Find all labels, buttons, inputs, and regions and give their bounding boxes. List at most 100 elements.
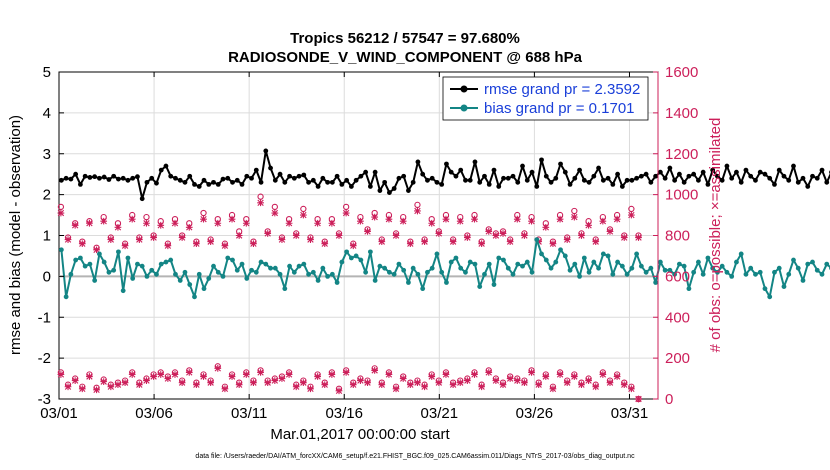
bias-point xyxy=(753,271,758,277)
y-tick-label: -2 xyxy=(38,350,51,367)
obs-assimilated-marker xyxy=(371,367,379,374)
obs-possible-marker xyxy=(200,209,207,217)
rmse-point xyxy=(748,173,754,179)
obs-assimilated-marker xyxy=(200,373,207,380)
bias-point xyxy=(125,255,131,261)
obs-assimilated-marker xyxy=(442,371,450,378)
obs-assimilated-marker xyxy=(635,234,642,241)
rmse-point xyxy=(572,175,578,181)
obs-assimilated-marker xyxy=(164,375,172,382)
obs-assimilated-marker xyxy=(385,371,393,378)
obs-possible-marker xyxy=(342,203,350,211)
obs-assimilated-marker xyxy=(114,381,122,389)
obs-assimilated-marker xyxy=(178,234,186,241)
obs-assimilated-marker xyxy=(214,219,222,227)
rmse-point xyxy=(315,184,321,189)
bias-point xyxy=(348,255,354,261)
rmse-point xyxy=(329,179,335,185)
obs-assimilated-marker xyxy=(421,383,428,391)
y-tick-label: -1 xyxy=(38,309,51,326)
rmse-point xyxy=(800,175,806,181)
bias-point xyxy=(491,282,497,287)
rmse-point xyxy=(287,173,292,179)
rmse-point xyxy=(192,182,197,187)
bias-point xyxy=(477,284,483,289)
rmse-point xyxy=(425,177,430,183)
rmse-point xyxy=(130,175,136,181)
rmse-point xyxy=(439,182,445,187)
obs-assimilated-marker xyxy=(578,232,585,239)
obs-assimilated-marker xyxy=(471,215,478,223)
rmse-point xyxy=(672,177,678,183)
bias-point xyxy=(548,265,554,271)
rmse-point xyxy=(348,184,354,189)
rmse-point xyxy=(676,171,682,177)
obs-assimilated-marker xyxy=(599,217,607,225)
bias-point xyxy=(396,261,402,267)
rmse-point xyxy=(367,184,373,189)
bias-point xyxy=(339,259,345,265)
obs-assimilated-marker xyxy=(456,379,464,387)
y-tick-label: 2 xyxy=(43,187,51,204)
bias-point xyxy=(762,286,768,292)
rmse-point xyxy=(791,163,796,169)
bias-point xyxy=(401,267,407,273)
rmse-point xyxy=(320,175,326,181)
obs-assimilated-marker xyxy=(57,209,65,217)
obs-assimilated-marker xyxy=(563,379,571,387)
obs-assimilated-marker xyxy=(357,377,364,384)
bias-point xyxy=(634,251,640,257)
bias-point xyxy=(515,261,521,267)
rmse-point xyxy=(781,173,787,179)
obs-assimilated-marker xyxy=(478,383,485,391)
obs-assimilated-marker xyxy=(570,373,578,380)
rmse-point xyxy=(63,175,69,181)
rmse-point xyxy=(372,169,378,175)
rmse-point xyxy=(472,159,478,165)
rmse-point xyxy=(795,179,801,185)
obs-possible-marker xyxy=(271,203,278,211)
bias-point xyxy=(567,267,573,273)
bias-point xyxy=(82,263,88,269)
rmse-point xyxy=(496,184,502,189)
rmse-point xyxy=(334,173,340,179)
obs-assimilated-marker xyxy=(150,234,157,241)
rmse-point xyxy=(776,167,782,173)
bias-point xyxy=(586,269,592,275)
bias-point xyxy=(729,273,735,279)
obs-assimilated-marker xyxy=(414,379,421,387)
rmse-point xyxy=(277,171,283,177)
bias-point xyxy=(600,251,606,257)
rmse-point xyxy=(734,169,739,175)
bias-point xyxy=(87,261,93,267)
rmse-point xyxy=(772,182,777,187)
obs-assimilated-marker xyxy=(513,215,521,223)
bias-point xyxy=(92,278,98,283)
obs-assimilated-marker xyxy=(292,383,300,391)
obs-possible-marker xyxy=(571,207,578,215)
rmse-point xyxy=(724,163,730,169)
obs-assimilated-marker xyxy=(128,215,136,223)
rmse-point xyxy=(615,171,620,177)
bias-point xyxy=(387,269,392,275)
obs-possible-marker xyxy=(414,201,421,208)
bias-point xyxy=(106,269,112,275)
y2-axis-label: # of obs: o=possible; ×=assimilated xyxy=(707,118,724,353)
obs-assimilated-marker xyxy=(471,371,478,378)
obs-assimilated-marker xyxy=(221,385,229,393)
obs-assimilated-marker xyxy=(513,377,521,384)
rmse-point xyxy=(491,167,497,173)
rmse-point xyxy=(638,173,644,179)
bias-point xyxy=(206,276,212,281)
obs-assimilated-marker xyxy=(228,215,236,223)
rmse-point xyxy=(667,165,673,171)
bias-point xyxy=(211,263,216,269)
rmse-point xyxy=(173,175,178,181)
obs-assimilated-marker xyxy=(278,236,286,243)
obs-assimilated-marker xyxy=(143,377,150,384)
rmse-point xyxy=(548,179,554,185)
bias-point xyxy=(97,251,102,257)
y2-tick-label: 1000 xyxy=(665,187,698,204)
bias-point xyxy=(372,278,378,283)
bias-point xyxy=(534,237,540,242)
